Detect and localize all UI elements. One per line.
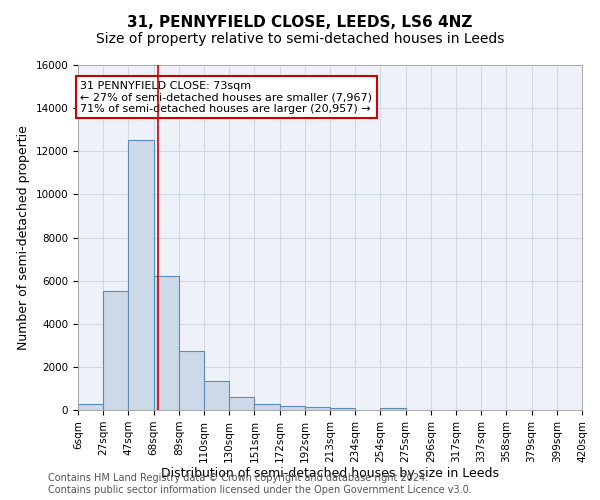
X-axis label: Distribution of semi-detached houses by size in Leeds: Distribution of semi-detached houses by … <box>161 468 499 480</box>
Bar <box>229 398 254 410</box>
Text: Size of property relative to semi-detached houses in Leeds: Size of property relative to semi-detach… <box>96 32 504 46</box>
Text: 31, PENNYFIELD CLOSE, LEEDS, LS6 4NZ: 31, PENNYFIELD CLOSE, LEEDS, LS6 4NZ <box>127 15 473 30</box>
Bar <box>254 404 280 410</box>
Bar <box>154 276 179 410</box>
Bar <box>78 404 103 410</box>
Bar <box>179 350 204 410</box>
Y-axis label: Number of semi-detached propertie: Number of semi-detached propertie <box>17 125 30 350</box>
Bar <box>380 408 406 410</box>
Bar <box>128 140 154 410</box>
Text: 31 PENNYFIELD CLOSE: 73sqm
← 27% of semi-detached houses are smaller (7,967)
71%: 31 PENNYFIELD CLOSE: 73sqm ← 27% of semi… <box>80 80 373 114</box>
Text: Contains HM Land Registry data © Crown copyright and database right 2024.
Contai: Contains HM Land Registry data © Crown c… <box>48 474 472 495</box>
Bar <box>330 408 355 410</box>
Bar <box>103 292 128 410</box>
Bar <box>204 381 229 410</box>
Bar <box>305 407 330 410</box>
Bar <box>280 406 305 410</box>
